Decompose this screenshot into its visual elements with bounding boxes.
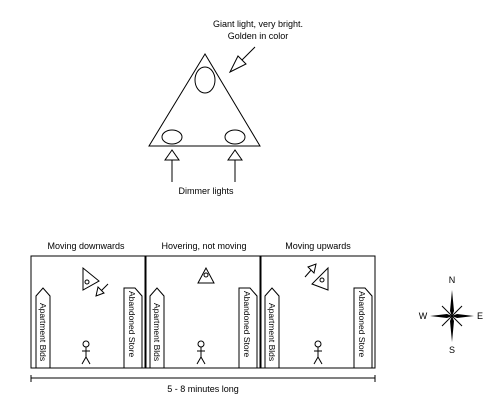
dimmer-light-arrow-left [164,149,180,182]
apartment-building [149,287,165,369]
main-ufo-figure: Giant light, very bright. Golden in colo… [148,19,303,196]
panel-frame-2 [145,255,261,369]
dimmer-light-arrow-right [227,149,243,182]
duration-indicator: 5 - 8 minutes long [30,375,376,394]
abandoned-store-label: Abandoned Store [242,291,252,357]
stick-figure-observer [313,340,323,365]
panel-caption-moving-upwards: Moving upwards [285,241,351,251]
abandoned-store-label: Abandoned Store [357,291,367,357]
arrow-upward-icon [304,263,317,278]
giant-light-label-line1: Giant light, very bright. [213,19,303,29]
dimmer-lights-label: Dimmer lights [178,186,234,196]
stick-figure-observer [81,340,91,365]
panel-frame-3 [260,255,376,369]
apartment-building [35,287,51,369]
abandoned-store [353,287,373,369]
ufo-light [84,279,90,285]
panel-strip: Moving downwards Hovering, not moving Mo… [30,241,376,394]
dimmer-light-right [224,129,246,145]
apartment-building-label: Apartment Blds [38,303,48,361]
abandoned-store [238,287,258,369]
triangle-craft [148,53,261,147]
giant-light-label-line2: Golden in color [228,31,289,41]
ufo-light [319,277,325,283]
panel-3: Apartment Blds Abandoned Store [264,263,373,369]
abandoned-store [123,287,143,369]
apartment-building-label: Apartment Blds [152,303,162,361]
giant-light [194,66,216,94]
abandoned-store-label: Abandoned Store [127,291,137,357]
panel-1: Apartment Blds Abandoned Store [35,266,143,369]
stick-figure-observer [196,340,206,365]
ufo-triangle-small [82,266,100,291]
dimmer-light-left [161,129,183,145]
apartment-building-label: Apartment Blds [267,303,277,361]
compass-east-label: E [477,311,483,321]
panel-caption-moving-downwards: Moving downwards [47,241,125,251]
compass-west-label: W [419,311,428,321]
panel-2: Apartment Blds Abandoned Store [149,266,258,369]
ufo-light [203,272,209,278]
panel-frame-1 [30,255,146,369]
giant-light-arrow [228,46,256,74]
arrow-downward-icon [95,283,109,297]
apartment-building [264,287,280,369]
compass-north-label: N [449,275,456,285]
compass-south-label: S [449,345,455,355]
compass-rose: N S E W [419,275,483,355]
duration-label: 5 - 8 minutes long [167,384,239,394]
panel-caption-hovering: Hovering, not moving [161,241,246,251]
